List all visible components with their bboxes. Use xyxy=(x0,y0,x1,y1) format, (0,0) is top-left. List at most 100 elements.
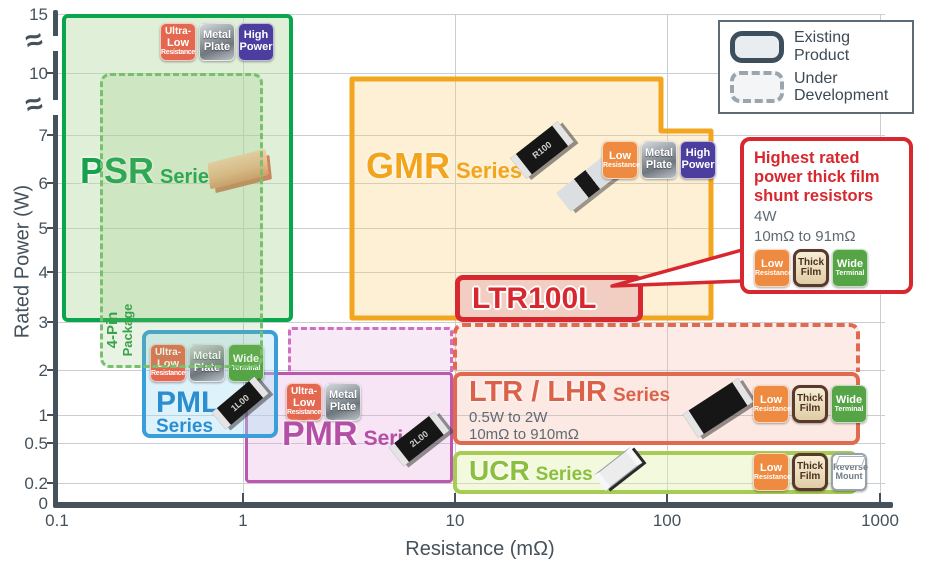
ltr-lhr-series-region: LTR / LHR Series 0.5W to 2W 10mΩ to 910m… xyxy=(453,372,867,445)
ultra-low-resistance-badge: Ultra- Low Resistance xyxy=(160,23,196,61)
metal-plate-badge: Metal Plate xyxy=(641,141,677,179)
badge-line: Resistance xyxy=(754,474,791,482)
pmr-under-development-region xyxy=(288,327,453,372)
series-word: Series xyxy=(535,464,593,485)
y-tick xyxy=(47,72,55,74)
badge-line: Wide xyxy=(836,257,864,270)
legend-existing-label: Existing Product xyxy=(794,29,851,64)
gmr-badge-row: Low Resistance Metal Plate High Power xyxy=(602,141,716,179)
chip-label: 1L00 xyxy=(228,392,252,414)
badge-line: Resistance xyxy=(151,370,185,378)
ultra-low-resistance-badge: Ultra- Low Resistance xyxy=(286,383,322,421)
ucr-series-title: UCR Series xyxy=(469,455,593,487)
y-tick-label: 6 xyxy=(38,174,48,193)
psr-badge-row: Ultra- Low Resistance Metal Plate High P… xyxy=(160,23,274,61)
y-tick-label: 4 xyxy=(38,263,48,282)
badge-line: Terminal xyxy=(231,365,261,373)
badge-line: Metal xyxy=(644,147,674,160)
badge-line: High xyxy=(243,29,269,42)
x-tick-label: 0.1 xyxy=(45,511,69,530)
gridline-h xyxy=(57,370,885,371)
badge-line: Plate xyxy=(645,159,673,171)
pml-badge-row: Ultra- Low Resistance Metal Plate Wide T… xyxy=(150,344,264,382)
wide-terminal-badge: Wide Terminal xyxy=(228,344,264,382)
under-development-symbol xyxy=(730,71,784,104)
gridline-h xyxy=(57,14,885,15)
gmr-resistor-image-2 xyxy=(555,156,619,212)
y-tick xyxy=(47,482,55,484)
thick-film-badge: Thick Film xyxy=(792,453,828,491)
ltr100l-callout: Highest rated power thick film shunt res… xyxy=(740,137,913,294)
ltr-lhr-resistance-range: 10mΩ to 910mΩ xyxy=(469,426,579,443)
y-tick-label: 7 xyxy=(38,126,48,145)
badge-line: Resistance xyxy=(603,162,640,170)
chip-label: 2L00 xyxy=(407,428,431,450)
callout-power: 4W xyxy=(754,207,777,225)
badge-line: Low xyxy=(760,393,782,406)
thick-film-badge: Thick Film xyxy=(793,249,829,287)
metal-plate-badge: Metal Plate xyxy=(189,344,225,382)
series-name: PMR xyxy=(282,415,358,453)
x-tick xyxy=(879,493,881,502)
gridline-h xyxy=(57,483,885,484)
ltr-lhr-under-development-region xyxy=(453,323,860,372)
x-axis-title: Resistance (mΩ) xyxy=(405,538,555,560)
metal-plate-badge: Metal Plate xyxy=(199,23,235,61)
x-axis-line xyxy=(53,502,893,508)
badge-line: Low xyxy=(760,461,782,474)
ltr-lhr-badge-row: Low Resistance Thick Film Wide Terminal xyxy=(753,385,867,423)
ultra-low-resistance-badge: Ultra- Low Resistance xyxy=(150,344,186,382)
badge-line: Resistance xyxy=(754,406,791,414)
badge-line: Low xyxy=(157,357,179,370)
axis-break-mask xyxy=(51,36,60,51)
callout-badge-row: Low Resistance Thick Film Wide Terminal xyxy=(754,249,868,287)
gridline-h xyxy=(57,415,885,416)
y-tick-label: 1 xyxy=(38,406,48,425)
y-tick xyxy=(47,227,55,229)
y-tick-label: 0 xyxy=(38,494,48,513)
pml-series-region: Ultra- Low Resistance Metal Plate Wide T… xyxy=(142,330,278,438)
series-name: PSR xyxy=(80,150,155,191)
y-tick xyxy=(47,369,55,371)
badge-line: Ultra- xyxy=(164,26,192,38)
y-tick xyxy=(47,134,55,136)
x-tick-label: 1 xyxy=(238,511,248,530)
series-word: Series xyxy=(456,158,523,183)
x-tick-label: 1000 xyxy=(861,511,899,530)
badge-line: Metal xyxy=(202,29,232,42)
x-tick-label: 100 xyxy=(652,511,682,530)
y-tick-label: 15 xyxy=(29,5,48,24)
axis-break-icon: ≈ xyxy=(22,22,47,59)
badge-line: Plate xyxy=(203,41,231,53)
gridline-h xyxy=(57,322,885,323)
badge-line: Metal xyxy=(328,389,358,402)
callout-title: Highest rated power thick film shunt res… xyxy=(754,149,880,205)
badge-line: High xyxy=(685,147,711,160)
badge-line: Resistance xyxy=(755,270,792,278)
badge-line: Film xyxy=(799,471,821,482)
y-tick xyxy=(47,442,55,444)
series-name: GMR xyxy=(366,145,450,186)
ltr-lhr-power-range: 0.5W to 2W xyxy=(469,409,548,426)
x-tick xyxy=(242,493,244,502)
badge-line: Power xyxy=(681,159,715,171)
y-tick xyxy=(47,414,55,416)
existing-product-symbol xyxy=(730,30,784,63)
y-tick xyxy=(47,321,55,323)
gridline-v xyxy=(243,14,244,503)
y-tick-label: 2 xyxy=(38,361,48,380)
series-name: LTR / LHR xyxy=(469,376,607,408)
thick-film-badge: Thick Film xyxy=(792,385,828,423)
series-word: Series xyxy=(156,416,214,437)
ucr-resistor-image xyxy=(593,446,643,492)
y-tick-label: 10 xyxy=(29,64,48,83)
series-word: Series xyxy=(160,166,221,188)
x-tick xyxy=(666,493,668,502)
badge-line: Low xyxy=(167,36,189,49)
y-tick-label: 3 xyxy=(38,313,48,332)
badge-line: Ultra- xyxy=(290,386,318,398)
badge-line: Thick xyxy=(796,392,824,404)
low-resistance-badge: Low Resistance xyxy=(602,141,640,179)
gmr-series-title: GMR Series xyxy=(366,145,522,187)
